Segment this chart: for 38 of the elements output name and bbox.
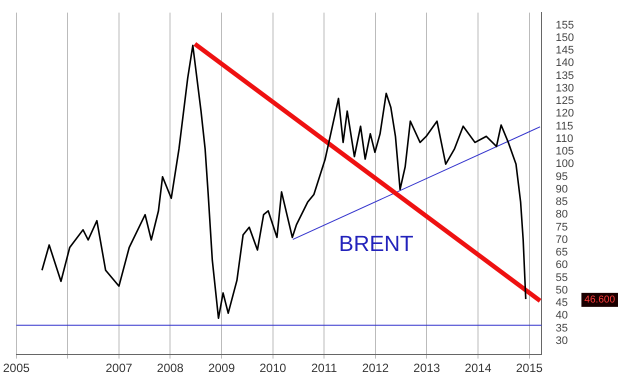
- y-tick-label: 100: [556, 158, 574, 170]
- y-tick-label: 120: [556, 108, 574, 120]
- y-tick-label: 145: [556, 44, 574, 57]
- y-tick-label: 70: [556, 234, 568, 246]
- y-tick-label: 65: [556, 246, 568, 259]
- y-tick-label: 35: [556, 322, 568, 334]
- y-tick-label: 95: [556, 170, 568, 183]
- y-tick-label: 130: [556, 82, 574, 94]
- x-tick-label: 2014: [464, 361, 492, 376]
- y-tick-label: 105: [556, 146, 574, 158]
- x-tick-label: 2008: [156, 361, 184, 376]
- y-tick-label: 150: [556, 32, 574, 44]
- y-tick-label: 40: [556, 310, 568, 322]
- y-tick-label: 30: [556, 334, 568, 347]
- x-tick-label: 2007: [106, 361, 133, 376]
- y-tick-label: 90: [556, 183, 568, 196]
- y-tick-label: 155: [556, 19, 574, 32]
- x-tick-label: 2010: [259, 361, 287, 376]
- annotation: BRENT: [338, 231, 414, 256]
- y-tick-label: 115: [556, 120, 574, 132]
- x-tick-label: 2009: [208, 361, 236, 376]
- x-tick-label: 2005: [2, 361, 30, 376]
- y-tick-label: 55: [556, 272, 568, 284]
- x-tick-label: 2015: [516, 361, 544, 376]
- y-tick-label: 60: [556, 259, 568, 272]
- x-tick-label: 2012: [362, 361, 390, 376]
- y-tick-label: 135: [556, 70, 574, 82]
- y-tick-label: 45: [556, 297, 568, 310]
- x-tick-label: 2013: [413, 361, 440, 376]
- y-tick-label: 140: [556, 57, 574, 70]
- y-tick-label: 85: [556, 196, 568, 208]
- text: 46.600: [584, 294, 616, 306]
- y-tick-label: 110: [556, 132, 574, 145]
- y-tick-label: 125: [556, 95, 574, 108]
- y-tick-label: 80: [556, 208, 568, 221]
- x-tick-label: 2011: [311, 361, 338, 376]
- y-tick-label: 50: [556, 284, 568, 296]
- y-tick-label: 75: [556, 221, 568, 234]
